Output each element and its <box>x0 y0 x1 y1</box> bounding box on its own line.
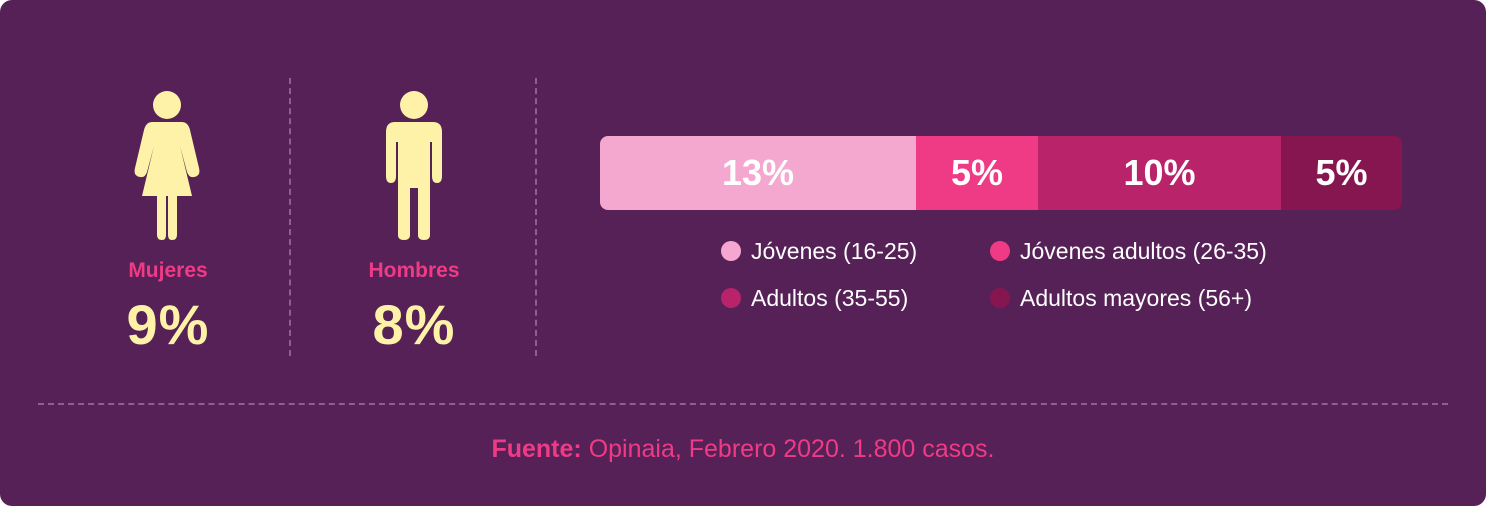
legend-item: Adultos mayores (56+) <box>990 283 1252 313</box>
segment-value-label: 5% <box>950 152 1004 193</box>
segment-jovenes-adultos: 5% <box>916 136 1038 210</box>
legend-swatch <box>721 241 741 261</box>
horizontal-divider <box>38 403 1448 405</box>
women-value: 9% <box>126 293 210 356</box>
segment-value-label: 13% <box>721 152 795 193</box>
segment-adultos: 10% <box>1038 136 1281 210</box>
legend-label: Adultos (35-55) <box>751 284 909 311</box>
source-label: Fuente: <box>491 435 582 463</box>
man-icon <box>369 88 459 243</box>
men-value: 8% <box>372 293 456 356</box>
stacked-bar-chart: 13% 5% 10% 5% <box>600 136 1402 210</box>
woman-icon <box>122 88 212 243</box>
divider <box>535 78 537 356</box>
legend-item: Jóvenes (16-25) <box>721 236 917 266</box>
segment-jovenes: 13% <box>600 136 916 210</box>
segment-value-label: 5% <box>1315 152 1368 193</box>
legend-swatch <box>990 241 1010 261</box>
women-label: Mujeres <box>128 259 208 282</box>
legend-swatch <box>990 288 1010 308</box>
divider <box>289 78 291 356</box>
legend-swatch <box>721 288 741 308</box>
segment-value-label: 10% <box>1123 152 1196 193</box>
source-note: Fuente: Opinaia, Febrero 2020. 1.800 cas… <box>0 435 1486 464</box>
source-text: Opinaia, Febrero 2020. 1.800 casos. <box>581 435 995 463</box>
legend-item: Adultos (35-55) <box>721 283 908 313</box>
legend-label: Jóvenes adultos (26-35) <box>1020 237 1267 264</box>
legend-label: Jóvenes (16-25) <box>751 237 918 264</box>
segment-adultos-mayores: 5% <box>1281 136 1402 210</box>
legend-item: Jóvenes adultos (26-35) <box>990 236 1267 266</box>
men-label: Hombres <box>368 259 460 282</box>
legend-label: Adultos mayores (56+) <box>1020 284 1253 311</box>
